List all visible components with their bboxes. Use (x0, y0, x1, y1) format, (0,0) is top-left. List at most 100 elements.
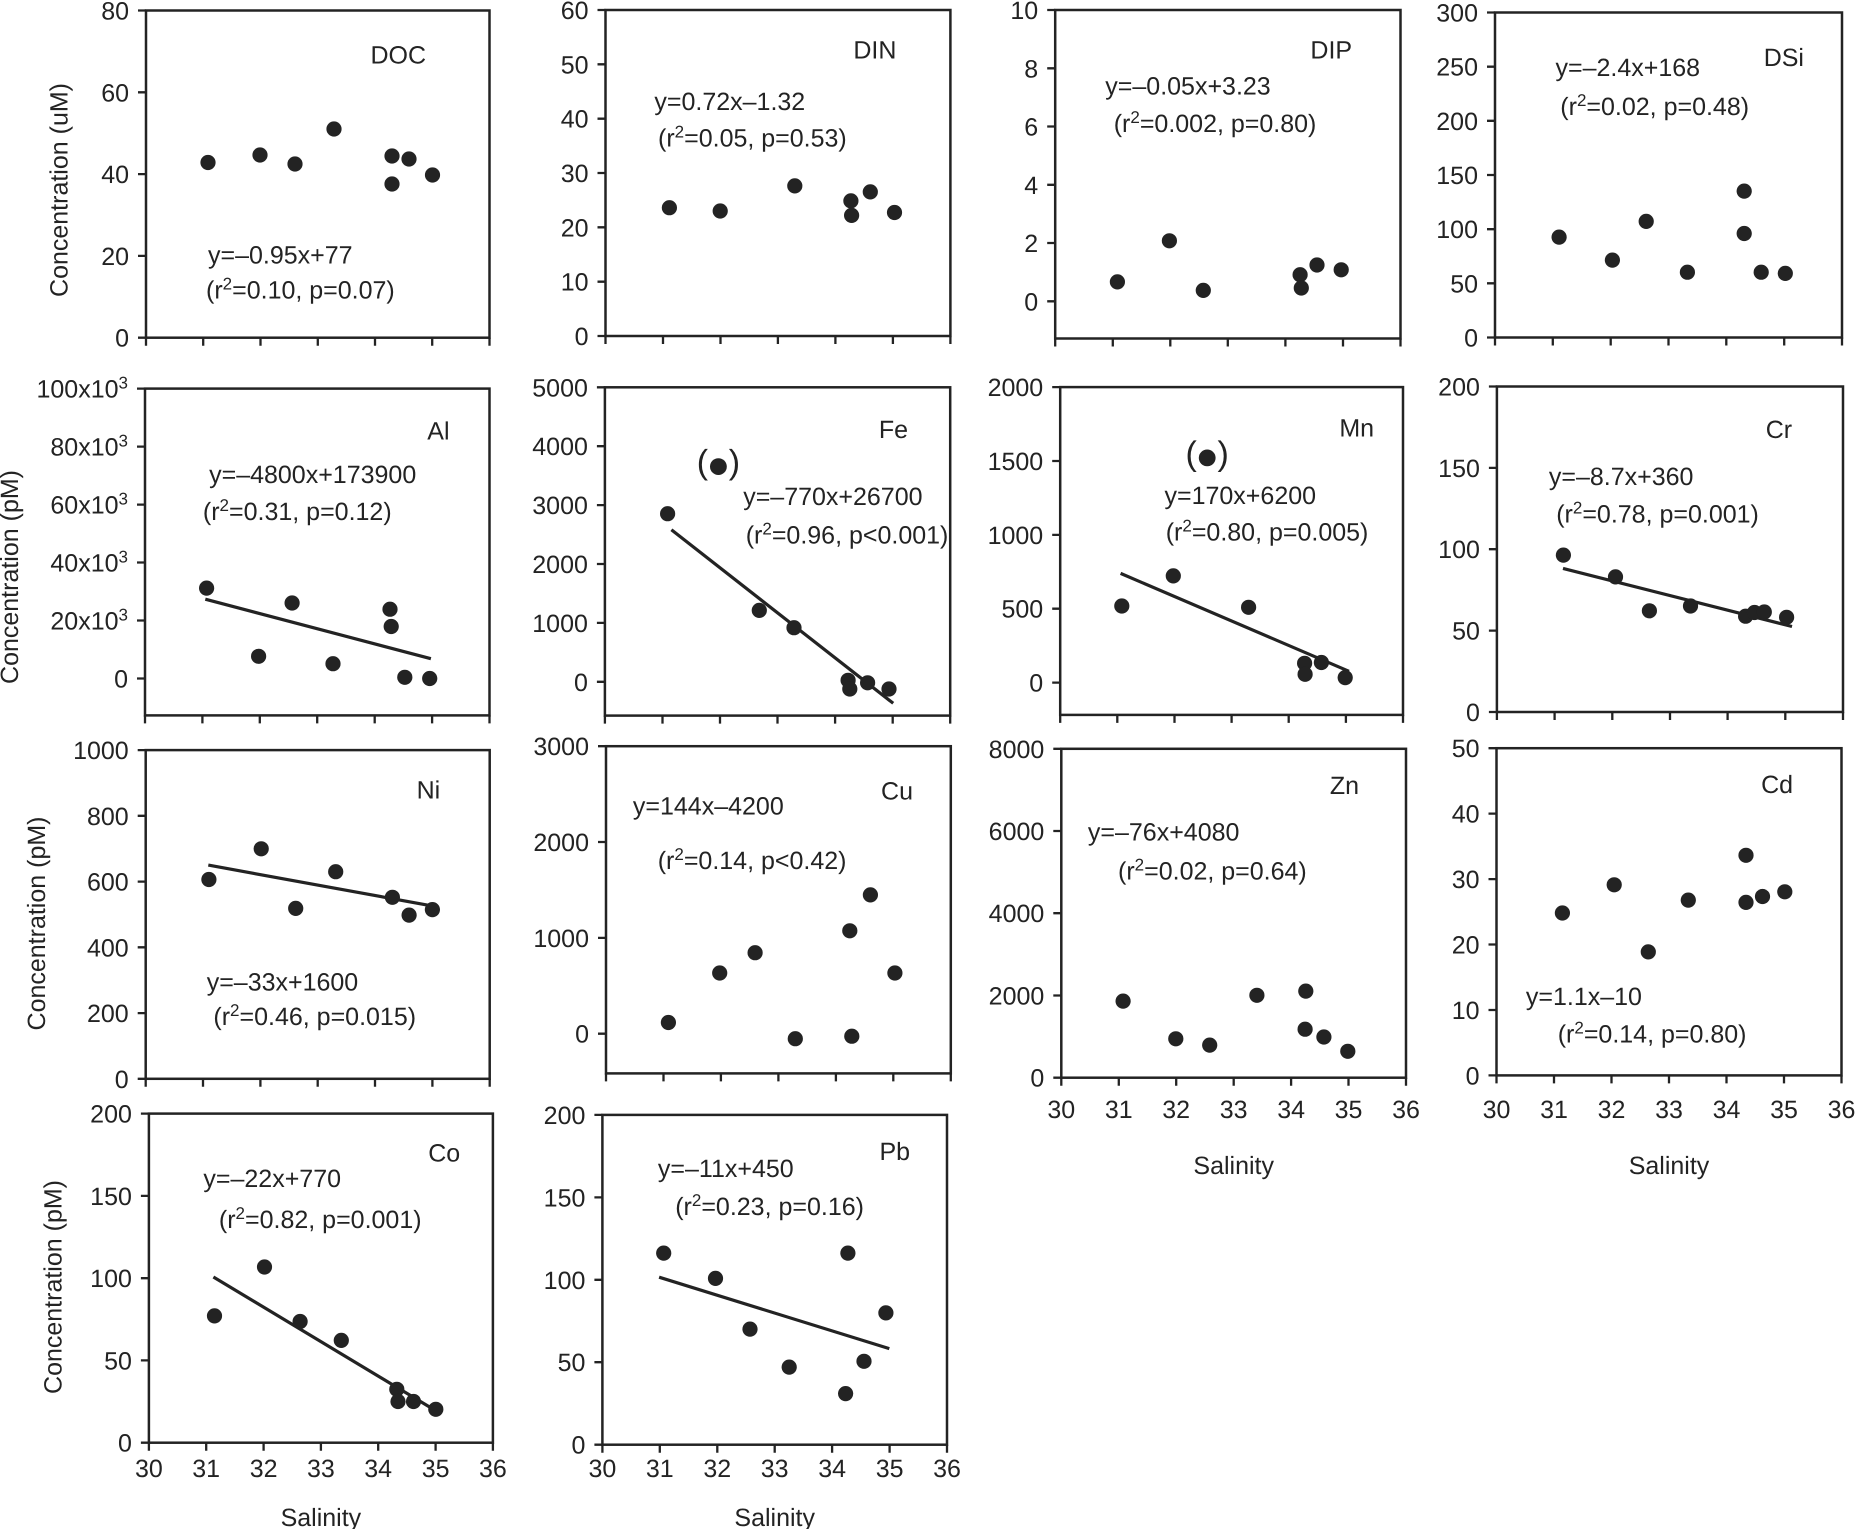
svg-text:Zn: Zn (1330, 772, 1359, 800)
svg-text:(r2​=0.80, p=0.005): (r2​=0.80, p=0.005) (1166, 517, 1369, 547)
svg-text:32: 32 (1162, 1096, 1190, 1124)
svg-text:y=–4800x+173900: y=–4800x+173900 (209, 461, 416, 489)
svg-text:1000: 1000 (73, 737, 129, 765)
svg-text:60x103​: 60x103​ (50, 490, 128, 520)
svg-text:2: 2 (1024, 230, 1038, 258)
svg-text:(r2​=0.96, p<0.001): (r2​=0.96, p<0.001) (746, 520, 949, 550)
svg-text:33: 33 (761, 1455, 789, 1483)
svg-text:): ) (1218, 435, 1229, 473)
svg-text:1000: 1000 (532, 610, 588, 638)
svg-text:20: 20 (101, 243, 129, 271)
svg-text:(r2​=0.46, p=0.015): (r2​=0.46, p=0.015) (213, 1001, 416, 1031)
svg-text:34: 34 (1713, 1096, 1741, 1124)
svg-text:DIP: DIP (1310, 37, 1352, 65)
svg-text:200: 200 (90, 1101, 132, 1129)
svg-text:100x103​: 100x103​ (37, 374, 129, 404)
svg-text:0: 0 (1029, 670, 1043, 698)
svg-text:(r2​=0.02, p=0.64): (r2​=0.02, p=0.64) (1118, 855, 1307, 885)
svg-text:y=–22x+770: y=–22x+770 (203, 1165, 341, 1193)
svg-text:0: 0 (114, 666, 128, 694)
svg-text:150: 150 (90, 1183, 132, 1211)
svg-text:Mn: Mn (1339, 415, 1374, 443)
svg-text:100: 100 (1438, 536, 1480, 564)
svg-text:1500: 1500 (988, 448, 1044, 476)
svg-text:Pb: Pb (880, 1138, 911, 1166)
svg-text:35: 35 (1335, 1096, 1363, 1124)
svg-text:(r2​=0.14, p=0.80): (r2​=0.14, p=0.80) (1558, 1019, 1747, 1049)
svg-text:(r2​=0.002, p=0.80): (r2​=0.002, p=0.80) (1114, 108, 1317, 138)
svg-text:y=–0.05x+3.23: y=–0.05x+3.23 (1105, 72, 1270, 100)
svg-text:20: 20 (1452, 932, 1480, 960)
svg-text:36: 36 (479, 1455, 507, 1483)
svg-text:31: 31 (1105, 1096, 1133, 1124)
svg-text:(r2​=0.10, p=0.07): (r2​=0.10, p=0.07) (206, 275, 395, 305)
svg-text:33: 33 (1655, 1096, 1683, 1124)
svg-text:32: 32 (250, 1455, 278, 1483)
svg-text:250: 250 (1436, 54, 1478, 82)
svg-text:0: 0 (1024, 288, 1038, 316)
svg-text:DIN: DIN (853, 37, 896, 65)
svg-text:DOC: DOC (370, 42, 426, 70)
svg-text:36: 36 (933, 1455, 961, 1483)
svg-text:Concentration (pM): Concentration (pM) (0, 470, 24, 684)
svg-text:(r2​=0.78, p=0.001): (r2​=0.78, p=0.001) (1556, 499, 1759, 529)
svg-text:y=–770x+26700: y=–770x+26700 (743, 483, 922, 511)
svg-text:2000: 2000 (988, 374, 1044, 402)
svg-text:y=1.1x–10: y=1.1x–10 (1526, 983, 1642, 1011)
svg-text:0: 0 (575, 1021, 589, 1049)
svg-text:y=170x+6200: y=170x+6200 (1165, 482, 1317, 510)
svg-text:80: 80 (101, 0, 129, 26)
svg-text:10: 10 (1452, 997, 1480, 1025)
svg-text:5000: 5000 (532, 374, 588, 402)
svg-text:0: 0 (1464, 325, 1478, 353)
svg-text:20x103​: 20x103​ (50, 606, 128, 636)
svg-text:0: 0 (115, 1066, 129, 1094)
svg-text:0: 0 (571, 1432, 585, 1460)
svg-text:150: 150 (1436, 162, 1478, 190)
svg-text:y=0.72x–1.32: y=0.72x–1.32 (654, 88, 805, 116)
svg-text:0: 0 (1466, 699, 1480, 727)
svg-text:0: 0 (1030, 1065, 1044, 1093)
svg-text:Cu: Cu (881, 778, 913, 806)
svg-text:34: 34 (364, 1455, 392, 1483)
svg-text:): ) (729, 444, 740, 482)
svg-text:200: 200 (87, 1000, 129, 1028)
svg-text:20: 20 (561, 214, 589, 242)
svg-text:200: 200 (544, 1102, 586, 1130)
svg-text:31: 31 (646, 1455, 674, 1483)
svg-text:y=–33x+1600: y=–33x+1600 (207, 969, 359, 997)
svg-text:32: 32 (703, 1455, 731, 1483)
svg-text:2000: 2000 (533, 829, 589, 857)
svg-text:0: 0 (1466, 1062, 1480, 1090)
svg-text:50: 50 (561, 51, 589, 79)
svg-text:y=–2.4x+168: y=–2.4x+168 (1556, 54, 1701, 82)
svg-text:400: 400 (87, 934, 129, 962)
svg-text:Ni: Ni (417, 776, 441, 804)
svg-text:Concentration (uM): Concentration (uM) (46, 83, 74, 297)
svg-text:200: 200 (1438, 374, 1480, 402)
svg-text:6000: 6000 (989, 818, 1045, 846)
svg-text:200: 200 (1436, 108, 1478, 136)
svg-text:40: 40 (101, 161, 129, 189)
svg-text:y=–11x+450: y=–11x+450 (658, 1155, 794, 1183)
svg-text:30: 30 (135, 1455, 163, 1483)
svg-text:8: 8 (1024, 55, 1038, 83)
svg-text:Al: Al (427, 417, 449, 445)
svg-text:8000: 8000 (989, 736, 1045, 764)
svg-text:35: 35 (1770, 1096, 1798, 1124)
svg-text:(r2​=0.05, p=0.53): (r2​=0.05, p=0.53) (658, 122, 847, 152)
svg-text:60: 60 (561, 0, 589, 25)
svg-text:y=–8.7x+360: y=–8.7x+360 (1549, 463, 1694, 491)
svg-text:4000: 4000 (989, 900, 1045, 928)
svg-text:Cr: Cr (1766, 416, 1792, 444)
svg-text:500: 500 (1001, 596, 1043, 624)
svg-text:35: 35 (876, 1455, 904, 1483)
svg-text:33: 33 (307, 1455, 335, 1483)
svg-text:(: ( (697, 444, 709, 482)
svg-text:3000: 3000 (532, 492, 588, 520)
svg-text:(r2​=0.14, p<0.42): (r2​=0.14, p<0.42) (658, 845, 847, 875)
svg-text:6: 6 (1024, 114, 1038, 142)
svg-text:0: 0 (118, 1430, 132, 1458)
svg-text:30: 30 (1047, 1096, 1075, 1124)
svg-text:31: 31 (192, 1455, 220, 1483)
